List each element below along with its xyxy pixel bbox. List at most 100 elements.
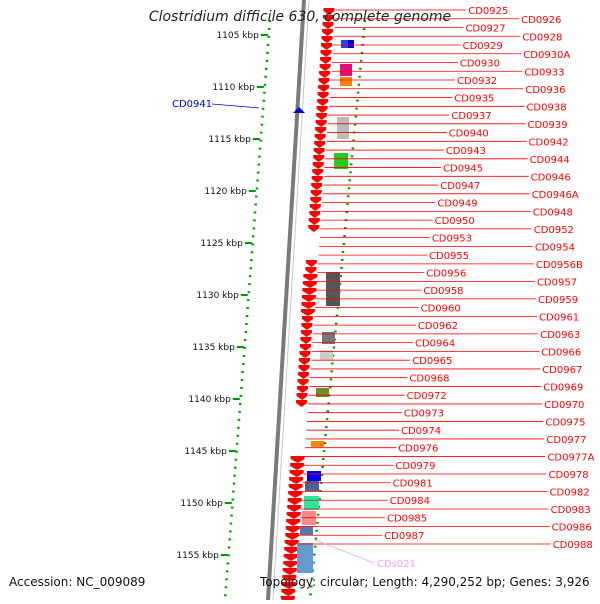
gene-arrow	[285, 533, 300, 540]
gene-label: CD0967	[542, 365, 582, 376]
gene-label: CD0956B	[536, 260, 583, 271]
gene-arrow	[320, 50, 332, 57]
ruler-dotted-line	[223, 19, 272, 601]
gene-label: CD0936	[525, 85, 565, 96]
gene-label: CD0985	[387, 514, 427, 525]
gene-arrow	[284, 540, 299, 547]
gene-arrow	[286, 512, 301, 519]
gene-label: CD0950	[435, 216, 475, 227]
gene-arrow	[311, 176, 323, 183]
gene-label: CD0945	[443, 164, 483, 175]
gene-arrow	[320, 57, 332, 64]
gene-arrow	[283, 561, 298, 568]
ruler-label: 1155 kbp	[176, 551, 219, 561]
ruler-label: 1105 kbp	[216, 31, 259, 41]
gene-label: CD0962	[418, 321, 458, 332]
gene-arrow	[323, 15, 335, 22]
gene-arrow	[308, 225, 320, 232]
gene-arrow	[281, 589, 296, 596]
gene-arrow	[300, 309, 315, 316]
gene-label: CD0978	[548, 470, 588, 481]
gene-arrow	[319, 71, 331, 78]
annotation-box	[316, 388, 329, 397]
gene-label: CD0964	[415, 339, 455, 350]
gene-arrow	[288, 484, 303, 491]
gene-label: CD0932	[457, 76, 497, 87]
gene-arrow	[310, 190, 322, 197]
ruler-label: 1140 kbp	[188, 395, 231, 405]
gene-arrow	[317, 99, 329, 106]
gene-arrow	[303, 274, 318, 281]
gene-arrow	[286, 519, 301, 526]
gene-arrow	[282, 568, 297, 575]
gene-arrow	[311, 183, 323, 190]
gene-arrow	[296, 393, 308, 400]
ruler-label: 1130 kbp	[196, 291, 239, 301]
gene-arrow	[285, 526, 300, 533]
annotation-box	[297, 543, 313, 573]
gene-arrow	[290, 463, 305, 470]
gene-label: CD0954	[535, 242, 575, 253]
ruler-label: 1120 kbp	[204, 187, 247, 197]
ruler-label: 1150 kbp	[180, 499, 223, 509]
gene-arrow	[299, 351, 311, 358]
gene-arrow	[302, 288, 317, 295]
backbone-shadow	[272, 0, 310, 601]
gene-label: CD0958	[423, 286, 463, 297]
gene-label: CD0969	[543, 382, 583, 393]
annotation-box	[320, 350, 333, 360]
gene-label: CD0961	[539, 312, 579, 323]
gene-arrow	[298, 365, 310, 372]
gene-arrow	[310, 197, 322, 204]
gene-label: CD0939	[527, 120, 567, 131]
gene-arrow	[298, 372, 310, 379]
gene-arrow	[309, 204, 321, 211]
gene-label: CD0979	[395, 461, 435, 472]
gene-arrow	[299, 344, 311, 351]
gene-arrow	[299, 358, 310, 365]
gene-label: CD0942	[529, 137, 569, 148]
gene-label: CD0963	[540, 330, 580, 341]
gene-arrow	[317, 92, 329, 99]
map-title: Clostridium difficile 630, complete geno…	[148, 9, 452, 25]
gene-label: CD0986	[552, 522, 592, 533]
annotation-box	[334, 153, 348, 169]
gene-label: CD0960	[421, 304, 461, 315]
minus-strand-gene	[293, 107, 305, 113]
gene-label: CD0948	[533, 207, 573, 218]
gene-label: CD0930A	[523, 50, 570, 61]
gene-arrow	[318, 85, 330, 92]
annotation-box	[304, 496, 319, 510]
ruler-label: 1115 kbp	[208, 135, 251, 145]
annotation-box	[300, 526, 313, 535]
gene-arrow	[284, 547, 299, 554]
gene-arrow	[301, 302, 316, 309]
gene-arrow	[322, 29, 334, 36]
gene-arrow	[315, 120, 327, 127]
gene-label: CD0925	[468, 6, 508, 17]
gene-label: CD0970	[544, 400, 584, 411]
ruler-label: 1135 kbp	[192, 343, 235, 353]
gene-label: CD0977	[546, 435, 586, 446]
ruler-label: 1110 kbp	[212, 83, 255, 93]
gene-arrow	[296, 400, 308, 407]
gene-arrow	[314, 134, 326, 141]
gene-label: CD0953	[432, 234, 472, 245]
annotation-box	[307, 471, 321, 481]
annotation-boxes	[297, 40, 354, 573]
gene-arrow	[314, 141, 326, 148]
annotation-box	[341, 40, 348, 48]
ruler-dotted-line-outer	[308, 19, 367, 601]
gene-label: CD0966	[541, 347, 581, 358]
gene-label: CD0959	[538, 295, 578, 306]
genome-summary-text: Topology: circular; Length: 4,290,252 bp…	[260, 575, 590, 589]
gene-arrow	[323, 8, 335, 15]
gene-label: CD0943	[446, 146, 486, 157]
gene-label: CD0938	[526, 102, 566, 113]
gene-arrow	[287, 498, 302, 505]
gene-label: CD0987	[384, 531, 424, 542]
gene-label: CD0956	[426, 269, 466, 280]
gene-label: CD0949	[437, 199, 477, 210]
gene-label: CD0927	[465, 24, 505, 35]
